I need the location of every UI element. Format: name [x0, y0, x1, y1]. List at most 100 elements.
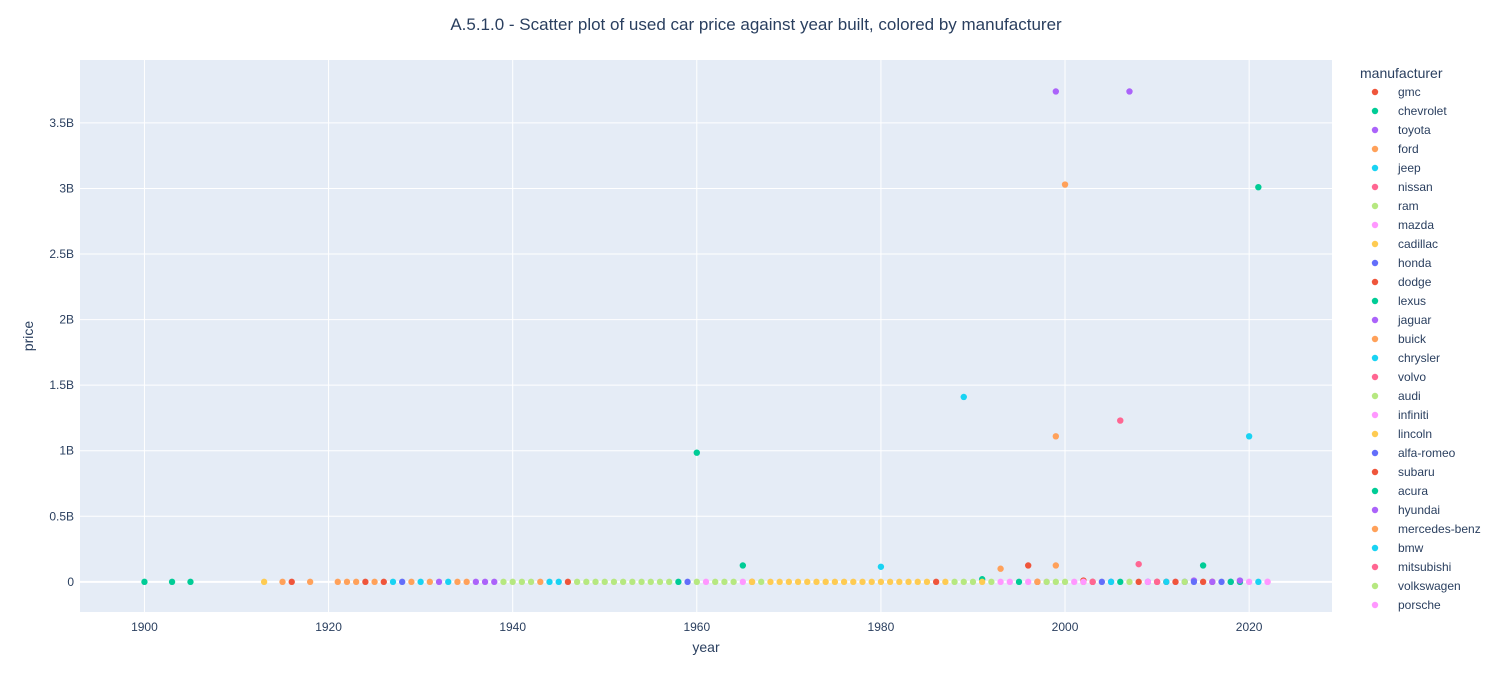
legend-item-alfa-romeo[interactable]: alfa-romeo — [1371, 446, 1456, 460]
data-point[interactable] — [988, 578, 995, 586]
data-point[interactable] — [408, 578, 415, 586]
legend-item-jaguar[interactable]: jaguar — [1371, 313, 1432, 327]
data-point[interactable] — [1218, 578, 1225, 586]
data-point[interactable] — [583, 578, 590, 586]
data-point[interactable] — [638, 578, 645, 586]
data-point[interactable] — [187, 578, 194, 586]
legend-item-chevrolet[interactable]: chevrolet — [1371, 104, 1448, 118]
data-point[interactable] — [1135, 578, 1142, 586]
data-point[interactable] — [168, 578, 176, 586]
data-point[interactable] — [822, 578, 829, 586]
data-point[interactable] — [1052, 88, 1060, 95]
data-point[interactable] — [1190, 578, 1198, 586]
data-point[interactable] — [675, 578, 682, 586]
data-point[interactable] — [380, 578, 387, 586]
data-point[interactable] — [481, 578, 489, 586]
data-point[interactable] — [804, 578, 811, 586]
data-point[interactable] — [1117, 417, 1124, 424]
data-point[interactable] — [1126, 88, 1133, 95]
data-point[interactable] — [693, 449, 700, 456]
data-point[interactable] — [776, 578, 783, 586]
data-point[interactable] — [601, 578, 608, 586]
data-point[interactable] — [343, 578, 351, 586]
data-point[interactable] — [1264, 578, 1271, 586]
data-point[interactable] — [1043, 578, 1050, 586]
data-point[interactable] — [1181, 578, 1188, 586]
data-point[interactable] — [555, 578, 562, 586]
data-point[interactable] — [1163, 578, 1170, 586]
data-point[interactable] — [886, 578, 894, 586]
legend-item-gmc[interactable]: gmc — [1371, 85, 1421, 99]
legend-item-bmw[interactable]: bmw — [1371, 541, 1424, 555]
data-point[interactable] — [1227, 578, 1234, 586]
data-point[interactable] — [896, 578, 903, 586]
data-point[interactable] — [1172, 578, 1179, 586]
data-point[interactable] — [739, 562, 747, 569]
data-point[interactable] — [592, 578, 599, 586]
data-point[interactable] — [546, 578, 553, 586]
data-point[interactable] — [426, 578, 434, 586]
data-point[interactable] — [684, 578, 691, 586]
data-point[interactable] — [260, 578, 268, 586]
data-point[interactable] — [1245, 578, 1253, 586]
data-point[interactable] — [914, 578, 921, 586]
data-point[interactable] — [573, 578, 581, 586]
legend-item-infiniti[interactable]: infiniti — [1371, 408, 1429, 422]
data-point[interactable] — [997, 578, 1004, 586]
data-point[interactable] — [1006, 578, 1013, 586]
data-point[interactable] — [813, 578, 820, 586]
data-point[interactable] — [399, 578, 406, 586]
data-point[interactable] — [1144, 578, 1152, 586]
data-point[interactable] — [371, 578, 378, 586]
data-point[interactable] — [500, 578, 507, 586]
data-point[interactable] — [1034, 578, 1041, 586]
data-point[interactable] — [712, 578, 719, 586]
data-point[interactable] — [1153, 578, 1161, 586]
data-point[interactable] — [758, 578, 765, 586]
legend-item-nissan[interactable]: nissan — [1371, 180, 1433, 194]
data-point[interactable] — [463, 578, 470, 586]
data-point[interactable] — [877, 578, 885, 586]
data-point[interactable] — [491, 578, 498, 586]
legend-item-buick[interactable]: buick — [1371, 332, 1427, 346]
data-point[interactable] — [868, 578, 875, 586]
data-point[interactable] — [306, 578, 314, 586]
data-point[interactable] — [1061, 181, 1069, 188]
data-point[interactable] — [942, 578, 949, 586]
data-point[interactable] — [1052, 433, 1060, 440]
data-point[interactable] — [1135, 560, 1142, 568]
data-point[interactable] — [1098, 578, 1106, 586]
data-point[interactable] — [417, 578, 424, 586]
data-point[interactable] — [951, 578, 958, 586]
data-point[interactable] — [1071, 578, 1078, 586]
legend-item-ford[interactable]: ford — [1371, 142, 1419, 156]
legend-item-cadillac[interactable]: cadillac — [1371, 237, 1438, 251]
legend[interactable]: gmc chevrolet toyota ford jeep nissan ram mazda… — [1371, 85, 1481, 612]
data-point[interactable] — [445, 578, 452, 586]
data-point[interactable] — [932, 578, 940, 586]
data-point[interactable] — [693, 578, 700, 586]
legend-item-toyota[interactable]: toyota — [1371, 123, 1431, 137]
data-point[interactable] — [739, 578, 747, 586]
data-point[interactable] — [1126, 578, 1133, 586]
data-point[interactable] — [905, 578, 912, 586]
data-point[interactable] — [454, 578, 461, 586]
legend-item-subaru[interactable]: subaru — [1371, 465, 1435, 479]
data-point[interactable] — [1117, 578, 1124, 586]
data-point[interactable] — [509, 578, 516, 586]
data-point[interactable] — [610, 578, 618, 586]
legend-item-hyundai[interactable]: hyundai — [1371, 503, 1440, 517]
legend-item-volvo[interactable]: volvo — [1371, 370, 1427, 384]
data-point[interactable] — [1255, 183, 1262, 191]
data-point[interactable] — [435, 578, 443, 586]
data-point[interactable] — [748, 578, 756, 586]
legend-item-jeep[interactable]: jeep — [1371, 161, 1421, 175]
legend-item-audi[interactable]: audi — [1371, 389, 1421, 403]
data-point[interactable] — [730, 578, 737, 586]
data-point[interactable] — [334, 578, 341, 586]
data-point[interactable] — [1107, 578, 1115, 586]
data-point[interactable] — [1052, 562, 1060, 569]
data-point[interactable] — [1199, 578, 1207, 586]
data-point[interactable] — [1025, 578, 1032, 586]
data-point[interactable] — [960, 578, 967, 586]
